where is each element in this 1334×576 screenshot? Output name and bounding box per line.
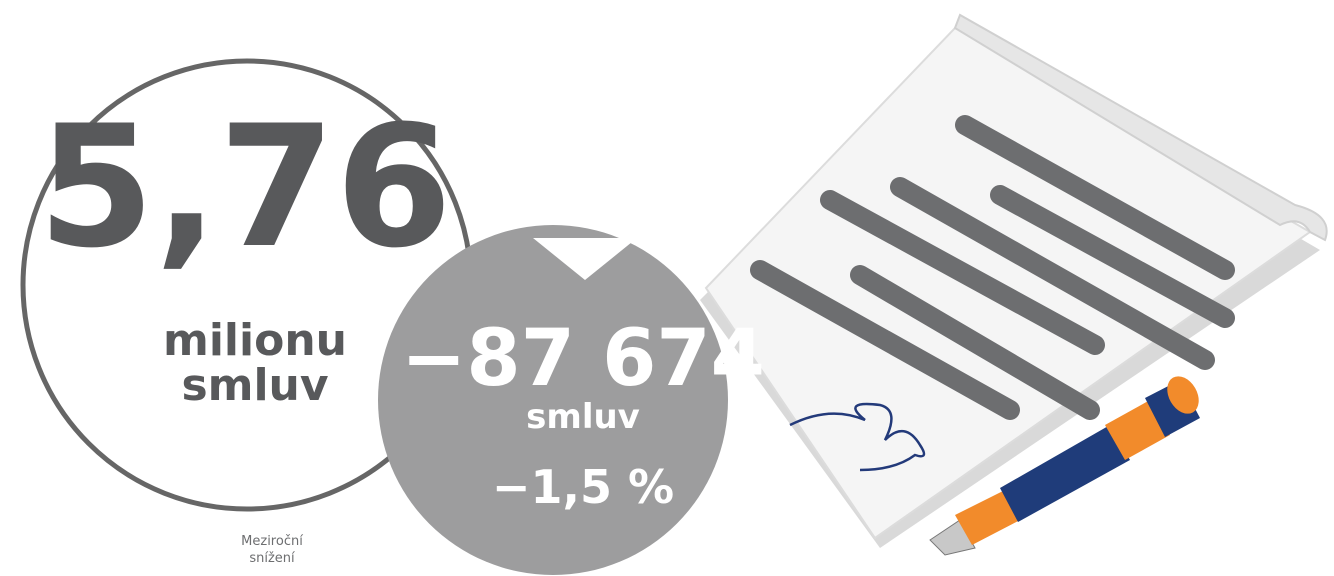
change-unit: smluv: [526, 397, 640, 437]
caption: snížení: [249, 551, 295, 566]
change-circle: [378, 225, 728, 575]
main-unit: smluv: [181, 360, 328, 411]
change-value: −87 674: [401, 314, 765, 404]
pen: [929, 376, 1200, 556]
contract-illustration: [700, 13, 1328, 556]
main-value: 5,76: [38, 89, 453, 285]
down-arrow: [533, 238, 637, 280]
main-unit: milionu: [163, 315, 347, 366]
change-percent: −1,5 %: [492, 460, 674, 514]
caption: Meziroční: [241, 534, 303, 549]
